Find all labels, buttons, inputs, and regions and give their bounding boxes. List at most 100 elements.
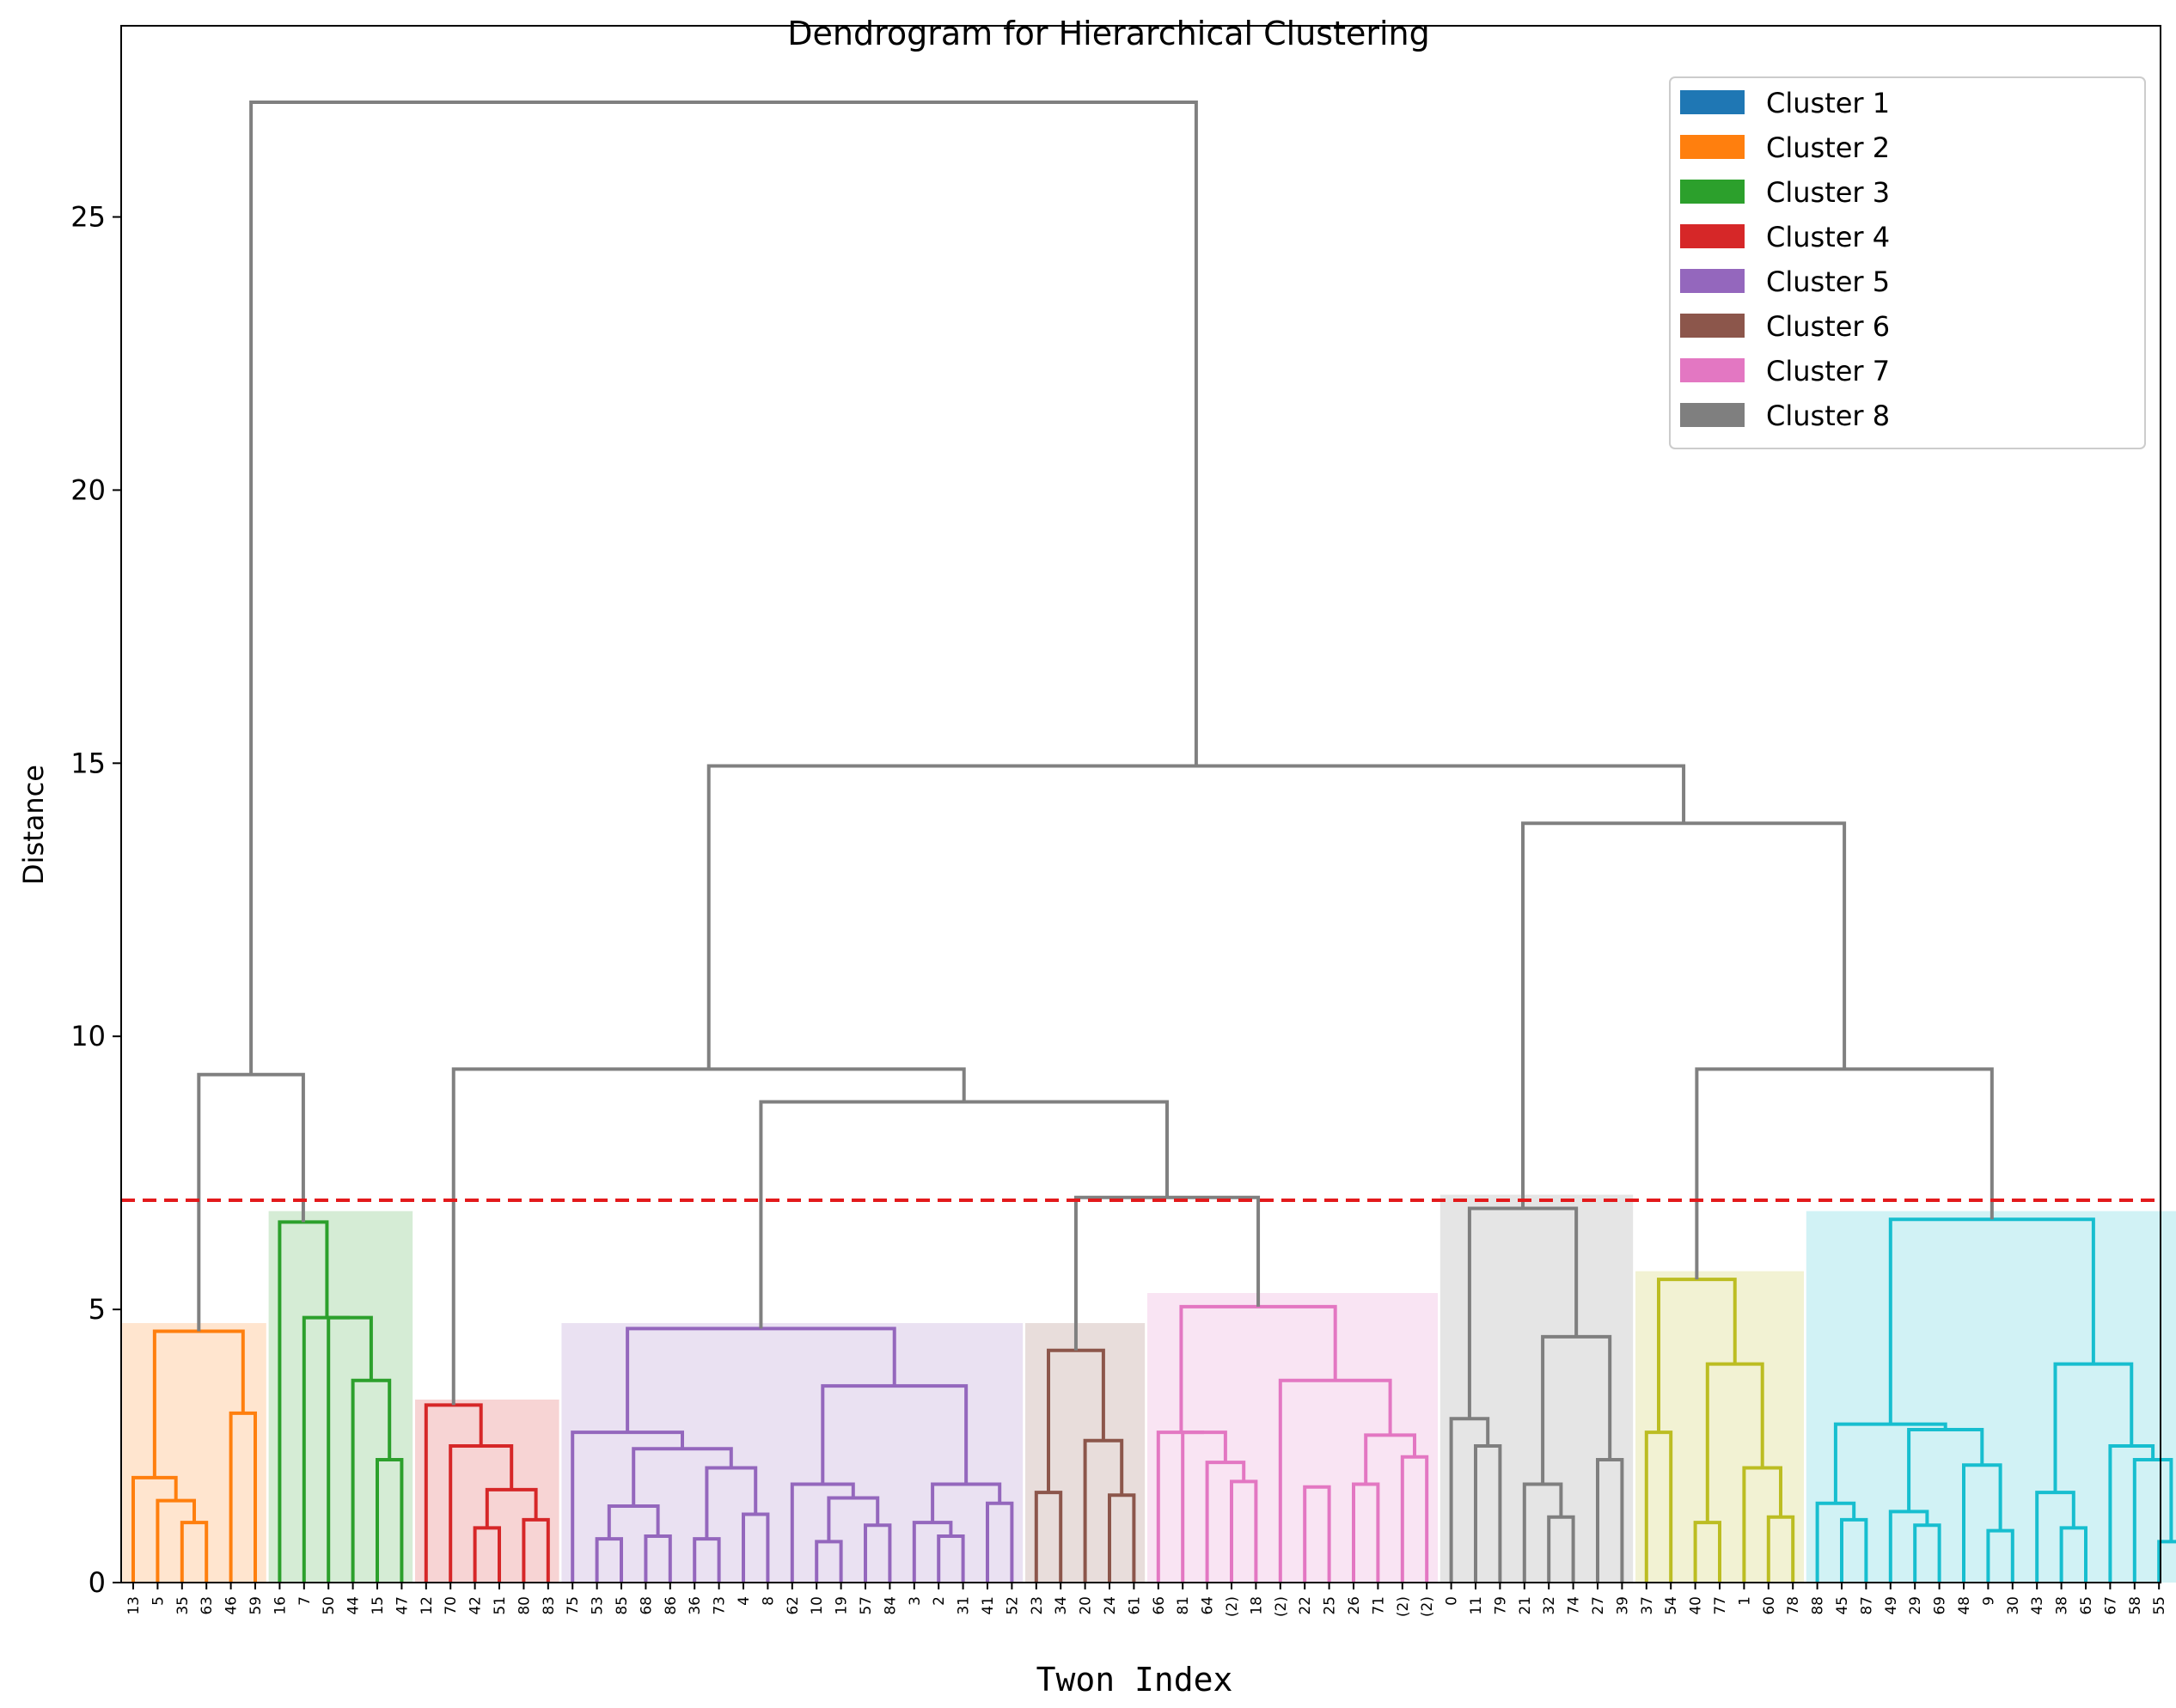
leaf-label: 54 [1663, 1596, 1680, 1615]
y-axis-label: Distance [17, 765, 50, 885]
legend-label-6: Cluster 6 [1766, 310, 1890, 343]
leaf-label: 45 [1834, 1596, 1851, 1615]
leaf-label: 65 [2078, 1596, 2095, 1615]
leaf-label: 84 [882, 1596, 899, 1615]
y-tick-label-15: 15 [70, 747, 106, 779]
legend-swatch-3 [1680, 180, 1745, 204]
y-tick-label-25: 25 [70, 201, 106, 234]
leaf-label: 30 [2005, 1596, 2022, 1615]
legend-box [1669, 76, 2146, 449]
leaf-label: 25 [1322, 1596, 1339, 1615]
leaf-label: 74 [1566, 1596, 1583, 1615]
link-CG [706, 764, 1686, 1070]
leaf-label: 1 [1736, 1596, 1753, 1606]
legend-swatch-2 [1680, 135, 1745, 159]
legend-swatch-5 [1680, 269, 1745, 293]
leaf-label: 67 [2102, 1596, 2119, 1615]
leaf-label: 63 [199, 1596, 216, 1615]
leaf-label: 12 [419, 1596, 436, 1615]
leaf-label: 2 [931, 1596, 948, 1606]
legend-swatch-4 [1680, 224, 1745, 248]
leaf-label: 85 [614, 1596, 631, 1615]
link-b0 [302, 1315, 351, 1583]
leaf-label: 19 [834, 1596, 851, 1615]
y-axis: 0 5 10 15 20 25 [70, 201, 121, 1599]
legend-label-5: Cluster 5 [1766, 265, 1890, 298]
leaf-label: 79 [1492, 1596, 1509, 1615]
leaf-label: 55 [2151, 1596, 2168, 1615]
leaf-label: 61 [1126, 1596, 1143, 1615]
leaf-label: 86 [663, 1596, 680, 1615]
leaf-label: 21 [1517, 1596, 1534, 1615]
leaf-label: 36 [687, 1596, 704, 1615]
leaf-label: 75 [565, 1596, 582, 1615]
leaf-label: 52 [1004, 1596, 1021, 1615]
leaf-label: 71 [1370, 1596, 1387, 1615]
leaf-label: 43 [2029, 1596, 2046, 1615]
leaf-label: 78 [1785, 1596, 1802, 1615]
legend-swatch-8 [1680, 403, 1745, 427]
leaf-label: 50 [321, 1596, 338, 1615]
leaf-label: 40 [1688, 1596, 1705, 1615]
plot-frame [120, 25, 2161, 1583]
legend-label-8: Cluster 8 [1766, 400, 1890, 432]
leaf-label: 64 [1200, 1596, 1217, 1615]
legend-label-3: Cluster 3 [1766, 176, 1890, 209]
leaf-label: (2) [1419, 1596, 1436, 1617]
leaf-label: 44 [345, 1596, 363, 1615]
leaf-label: 66 [1151, 1596, 1168, 1615]
legend-swatch-1 [1680, 90, 1745, 114]
link-GHI [1521, 821, 1847, 1209]
legend-label-1: Cluster 1 [1766, 87, 1890, 119]
leaf-label: 46 [223, 1596, 241, 1615]
cluster-shade-7 [1439, 1194, 1634, 1583]
leaf-label: 0 [1444, 1596, 1461, 1606]
leaf-label: 88 [1810, 1596, 1827, 1615]
leaf-label: 69 [1932, 1596, 1949, 1615]
leaf-label: 68 [638, 1596, 655, 1615]
leaf-label: 47 [394, 1596, 411, 1615]
leaf-label: 26 [1346, 1596, 1363, 1615]
leaf-label: 5 [150, 1596, 167, 1606]
leaf-label: 15 [370, 1596, 387, 1615]
cluster-shades [122, 1194, 2176, 1583]
dendrogram-links [131, 101, 2176, 1583]
leaf-label: 39 [1614, 1596, 1631, 1615]
leaf-label: 31 [956, 1596, 973, 1615]
leaf-label: 13 [125, 1596, 143, 1615]
leaf-label: 35 [174, 1596, 192, 1615]
legend-swatch-6 [1680, 314, 1745, 338]
leaf-label: 60 [1761, 1596, 1778, 1615]
leaf-label: 49 [1883, 1596, 1900, 1615]
leaf-label: 20 [1078, 1596, 1095, 1615]
leaf-label: 16 [272, 1596, 289, 1615]
link-ROOT [249, 101, 1198, 1075]
leaf-label: 22 [1297, 1596, 1314, 1615]
leaf-label: 57 [858, 1596, 875, 1615]
leaf-label: 4 [736, 1596, 753, 1606]
leaf-label: 3 [907, 1596, 924, 1606]
legend-swatch-7 [1680, 358, 1745, 382]
legend-label-4: Cluster 4 [1766, 221, 1890, 253]
y-tick-label-10: 10 [70, 1020, 106, 1052]
leaf-label: 59 [248, 1596, 265, 1615]
leaf-label: 83 [541, 1596, 558, 1615]
leaf-label: 70 [443, 1596, 460, 1615]
y-tick-label-20: 20 [70, 473, 106, 506]
leaf-label: 87 [1858, 1596, 1875, 1615]
y-tick-label-5: 5 [89, 1293, 106, 1326]
link-f5 [1303, 1485, 1331, 1583]
leaf-label: 53 [590, 1596, 607, 1615]
leaf-label: 58 [2127, 1596, 2144, 1615]
leaf-label: (2) [1224, 1596, 1241, 1617]
leaf-label: 62 [785, 1596, 802, 1615]
leaf-label: 8 [760, 1596, 777, 1606]
leaf-label: 18 [1248, 1596, 1265, 1615]
cluster-shade-6 [1147, 1293, 1438, 1583]
leaf-label: 77 [1712, 1596, 1729, 1615]
leaf-label: 32 [1541, 1596, 1558, 1615]
leaf-label: 48 [1956, 1596, 1973, 1615]
leaf-label: (2) [1273, 1596, 1290, 1617]
leaf-label: 81 [1175, 1596, 1192, 1615]
leaf-label: 24 [1102, 1596, 1119, 1615]
